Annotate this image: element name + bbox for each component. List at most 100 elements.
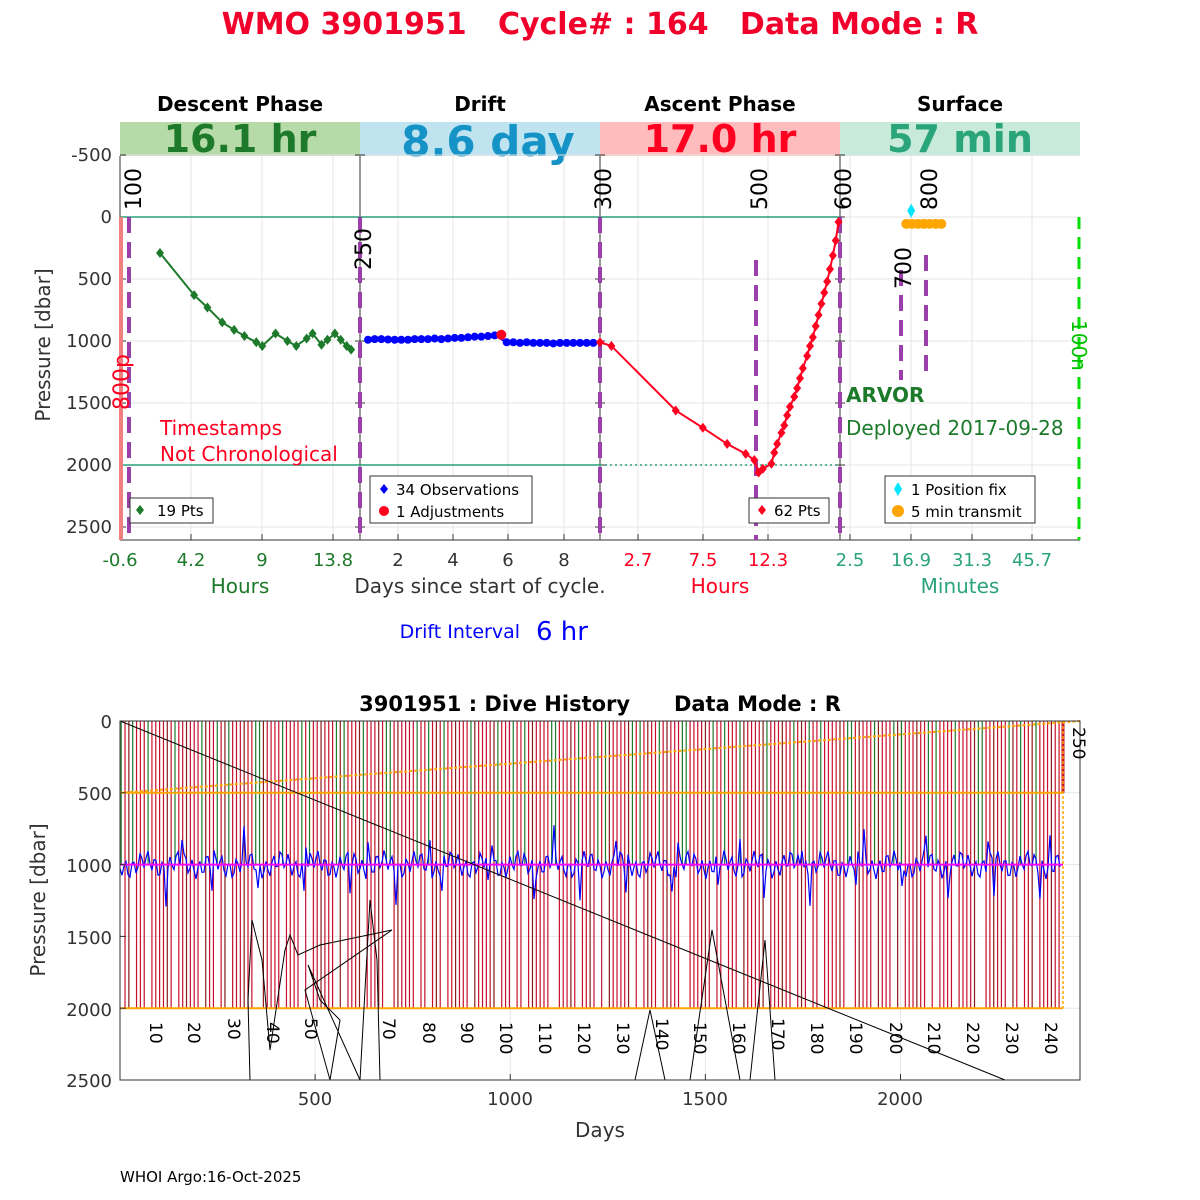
cycle-label: 20 <box>183 1022 203 1044</box>
ascent-point <box>811 321 820 332</box>
cycle-label: 220 <box>962 1022 982 1054</box>
y-tick-label: 2500 <box>66 517 112 538</box>
y-tick-label: -500 <box>71 145 112 166</box>
x-tick-label: 6 <box>502 550 513 571</box>
dive-history-panel: 3901951 : Dive History Data Mode : R 0 5… <box>26 692 1088 1142</box>
phase-name-ascent: Ascent Phase <box>644 92 795 116</box>
ascent-point <box>596 337 604 348</box>
drift-point <box>576 338 584 347</box>
surface-time-spike <box>634 1009 666 1081</box>
descent-point <box>203 302 212 313</box>
legend-drift-adjustments: 1 Adjustments <box>396 503 504 521</box>
drift-point <box>424 335 432 344</box>
cycle-label: 150 <box>689 1022 709 1054</box>
phase-name-surface: Surface <box>917 92 1003 116</box>
diagonal-track <box>119 720 1006 1081</box>
drift-point <box>582 338 591 347</box>
drift-point <box>589 338 598 347</box>
ascent-point <box>808 332 817 343</box>
drift-point <box>457 333 466 342</box>
drift-point <box>470 332 479 341</box>
history-axes-box <box>119 720 1081 1081</box>
y-tick-label: 1000 <box>66 331 112 352</box>
drift-adjustment-point <box>496 329 507 340</box>
descent-point <box>258 340 267 351</box>
cycle-label: 210 <box>923 1022 943 1054</box>
cycle-label: 110 <box>534 1022 554 1054</box>
descent-point <box>330 328 339 339</box>
ascent-point <box>834 216 843 227</box>
marker-label-250: 250 <box>352 228 377 270</box>
float-type: ARVOR <box>846 383 924 407</box>
left-red-bar <box>119 217 123 540</box>
ascent-point <box>814 309 823 320</box>
ascent-point <box>831 235 840 246</box>
cycle-label: 240 <box>1040 1022 1060 1054</box>
descent-point <box>308 328 317 339</box>
legend-position-fix: 1 Position fix <box>911 481 1007 499</box>
drift-interval-label: Drift Interval <box>400 621 520 643</box>
drift-point <box>542 338 551 347</box>
ascent-point <box>607 340 616 351</box>
drift-point <box>410 335 419 344</box>
descent-point <box>292 340 301 351</box>
ascent-point <box>750 455 759 466</box>
x-tick-label: 31.3 <box>952 550 992 571</box>
phase-name-drift: Drift <box>454 92 506 116</box>
page-title: WMO 3901951 Cycle# : 164 Data Mode : R <box>222 7 979 42</box>
descent-point <box>190 290 199 301</box>
descent-point <box>283 336 292 346</box>
x-tick-label: 16.9 <box>891 550 931 571</box>
descent-series <box>156 247 356 355</box>
x-tick-label: 9 <box>256 550 267 571</box>
x-tick-label: 2.7 <box>624 550 653 571</box>
ascent-x-unit: Hours <box>691 574 750 598</box>
cycle-label: 120 <box>573 1022 593 1054</box>
ascent-point <box>793 383 802 394</box>
descent-x-unit: Hours <box>211 574 270 598</box>
drift-point <box>502 338 511 347</box>
descent-point <box>347 344 356 355</box>
cycle-label: 70 <box>378 1018 398 1040</box>
descent-point <box>336 334 345 345</box>
legend-transmit: 5 min transmit <box>911 503 1022 521</box>
drift-series <box>364 329 598 348</box>
surface-x-unit: Minutes <box>921 574 1000 598</box>
ascent-point <box>770 447 779 458</box>
cycle-label: 190 <box>845 1022 865 1054</box>
drift-point <box>450 333 459 342</box>
surface-time-spike <box>689 929 741 1081</box>
y-tick-label: 2000 <box>66 1000 112 1021</box>
drift-point <box>522 338 531 347</box>
ascent-duration-band <box>600 122 840 156</box>
x-tick-label: -0.6 <box>102 550 137 571</box>
ascent-point <box>783 410 792 421</box>
cycle-label: 180 <box>806 1022 826 1054</box>
drift-point <box>377 335 386 344</box>
y-tick-label: 2000 <box>66 455 112 476</box>
history-title: 3901951 : Dive History Data Mode : R <box>359 692 841 716</box>
descent-point <box>302 333 311 344</box>
surface-duration: 57 min <box>887 117 1033 161</box>
descent-point <box>323 334 332 345</box>
drift-point <box>390 335 399 344</box>
surface-duration-band <box>840 122 1080 156</box>
cycle-panel: Descent Phase Drift Ascent Phase Surface… <box>31 92 1091 647</box>
drift-point <box>430 334 439 343</box>
marker-label-600: 600 <box>832 168 857 210</box>
drift-point <box>556 338 564 347</box>
phase-name-descent: Descent Phase <box>157 92 323 116</box>
cycle-label: 10 <box>145 1022 165 1044</box>
ascent-point <box>823 276 832 287</box>
drift-point <box>437 335 446 344</box>
cycle-label: 170 <box>767 1018 787 1050</box>
dive-history-plot <box>119 720 1081 1081</box>
ascent-point <box>786 401 794 412</box>
park-depth-trace <box>119 825 1061 907</box>
ascent-point <box>773 438 782 449</box>
ascent-point <box>758 463 767 474</box>
y-tick-label: 1500 <box>66 393 112 414</box>
x-tick-label: 2.5 <box>836 550 865 571</box>
marker-label-700: 700 <box>892 247 917 289</box>
deployed-date: Deployed 2017-09-28 <box>846 416 1064 440</box>
